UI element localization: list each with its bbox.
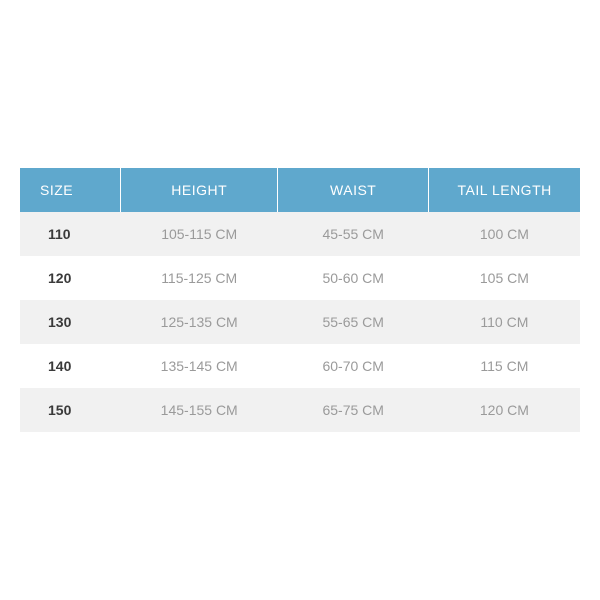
cell-tail: 105 CM [429,256,580,300]
cell-size: 110 [20,212,121,256]
cell-size: 130 [20,300,121,344]
cell-waist: 65-75 CM [278,388,429,432]
col-header-size: SIZE [20,168,121,212]
cell-height: 105-115 CM [121,212,278,256]
table-row: 130 125-135 CM 55-65 CM 110 CM [20,300,580,344]
cell-size: 140 [20,344,121,388]
cell-waist: 45-55 CM [278,212,429,256]
table-header-row: SIZE HEIGHT WAIST TAIL LENGTH [20,168,580,212]
table-row: 150 145-155 CM 65-75 CM 120 CM [20,388,580,432]
cell-tail: 100 CM [429,212,580,256]
cell-size: 120 [20,256,121,300]
cell-waist: 50-60 CM [278,256,429,300]
cell-height: 125-135 CM [121,300,278,344]
size-chart-table: SIZE HEIGHT WAIST TAIL LENGTH 110 105-11… [20,168,580,432]
cell-waist: 55-65 CM [278,300,429,344]
cell-tail: 120 CM [429,388,580,432]
cell-height: 145-155 CM [121,388,278,432]
col-header-tail: TAIL LENGTH [429,168,580,212]
table-row: 140 135-145 CM 60-70 CM 115 CM [20,344,580,388]
size-table: SIZE HEIGHT WAIST TAIL LENGTH 110 105-11… [20,168,580,432]
cell-waist: 60-70 CM [278,344,429,388]
col-header-height: HEIGHT [121,168,278,212]
col-header-waist: WAIST [278,168,429,212]
cell-tail: 110 CM [429,300,580,344]
table-row: 110 105-115 CM 45-55 CM 100 CM [20,212,580,256]
cell-size: 150 [20,388,121,432]
cell-height: 115-125 CM [121,256,278,300]
table-row: 120 115-125 CM 50-60 CM 105 CM [20,256,580,300]
cell-height: 135-145 CM [121,344,278,388]
cell-tail: 115 CM [429,344,580,388]
